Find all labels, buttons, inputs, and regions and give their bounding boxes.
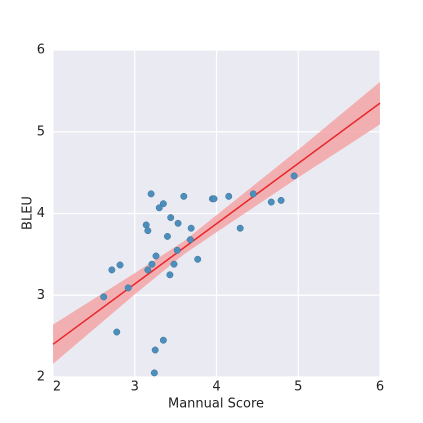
point xyxy=(174,219,182,227)
point xyxy=(225,192,233,200)
point xyxy=(152,252,160,260)
point xyxy=(186,236,194,244)
regression-line xyxy=(52,102,381,345)
point xyxy=(167,214,175,222)
point xyxy=(236,224,244,232)
point xyxy=(144,266,152,274)
y-tick-label: 5 xyxy=(37,124,45,139)
point xyxy=(267,198,275,206)
point xyxy=(159,336,167,344)
point xyxy=(164,232,171,240)
point xyxy=(155,204,163,212)
point xyxy=(194,255,202,263)
x-tick-label: 5 xyxy=(294,380,302,395)
point xyxy=(147,190,155,198)
y-tick-label: 4 xyxy=(37,206,45,221)
point xyxy=(210,195,218,203)
point xyxy=(170,260,178,268)
point xyxy=(159,200,167,208)
point xyxy=(290,172,298,180)
point xyxy=(180,192,188,200)
y-tick-label: 3 xyxy=(37,288,45,303)
x-tick-label: 3 xyxy=(131,380,139,395)
y-axis-label: BLEU xyxy=(21,196,36,230)
point xyxy=(151,346,159,354)
point xyxy=(148,260,156,268)
point xyxy=(187,224,195,232)
x-tick-label: 6 xyxy=(376,380,384,395)
point xyxy=(116,261,124,269)
y-tick-label: 2 xyxy=(37,370,45,385)
point xyxy=(124,284,132,292)
x-axis-label: Mannual Score xyxy=(168,397,264,412)
point xyxy=(142,221,150,229)
point xyxy=(100,293,108,301)
y-tick-label: 6 xyxy=(37,43,45,58)
point xyxy=(249,190,257,198)
point xyxy=(108,266,116,274)
x-tick-label: 4 xyxy=(212,380,220,395)
point xyxy=(144,227,152,235)
point xyxy=(150,369,158,377)
point xyxy=(166,271,174,279)
point xyxy=(277,196,285,204)
point xyxy=(173,246,181,254)
point xyxy=(113,328,121,336)
x-tick-label: 2 xyxy=(53,380,61,395)
